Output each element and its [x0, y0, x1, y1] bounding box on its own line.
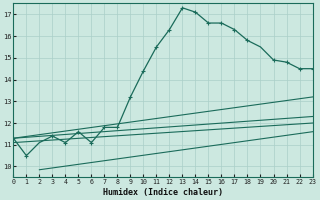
- X-axis label: Humidex (Indice chaleur): Humidex (Indice chaleur): [103, 188, 223, 197]
